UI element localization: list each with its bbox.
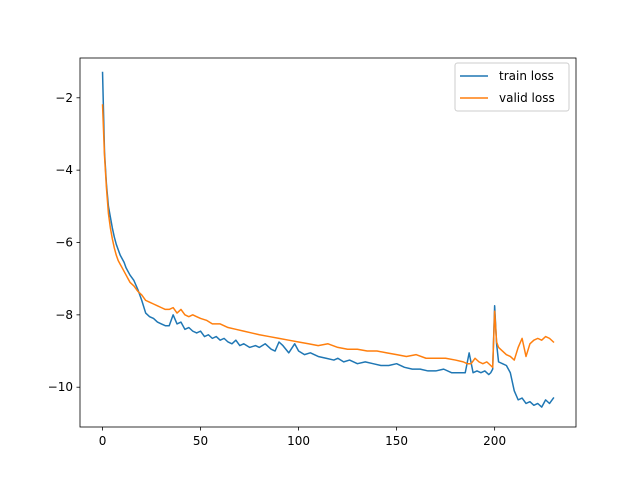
x-axis: 0 50 100 150 200 [99, 427, 506, 448]
legend-label-1: valid loss [499, 91, 555, 105]
x-tick-label: 0 [99, 434, 107, 448]
legend-label-0: train loss [499, 69, 554, 83]
legend: train loss valid loss [454, 62, 570, 112]
x-tick-label: 50 [193, 434, 208, 448]
legend-box [454, 62, 570, 112]
y-tick-label: −4 [55, 163, 73, 177]
plot-area [80, 58, 576, 427]
y-tick-label: −6 [55, 236, 73, 250]
x-tick-label: 150 [385, 434, 408, 448]
x-tick-label: 200 [483, 434, 506, 448]
x-tick-label: 100 [287, 434, 310, 448]
series-layer [101, 71, 555, 408]
plot-frame [79, 57, 577, 428]
series-line-1 [101, 104, 555, 369]
y-tick-label: −2 [55, 91, 73, 105]
y-tick-label: −8 [55, 308, 73, 322]
y-axis: −10 −8 −6 −4 −2 [48, 91, 80, 394]
y-tick-label: −10 [48, 380, 73, 394]
